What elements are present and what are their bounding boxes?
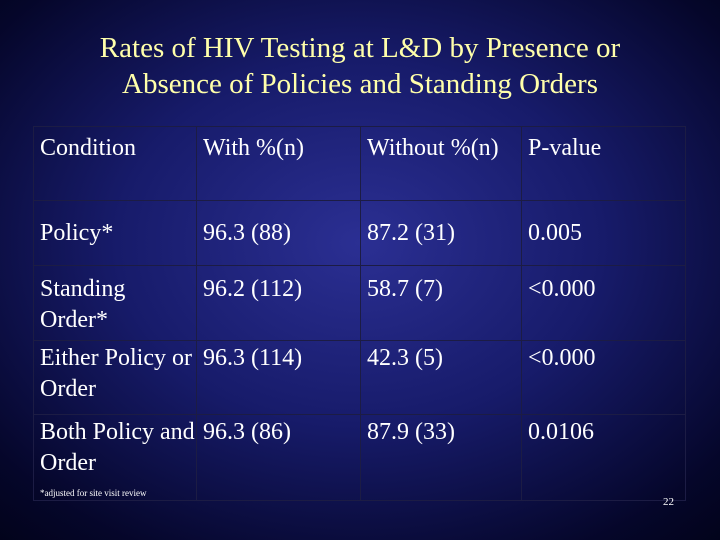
header-pvalue: P-value xyxy=(521,126,686,201)
header-without: Without %(n) xyxy=(360,126,522,201)
table-row: Policy* 96.3 (88) 87.2 (31) 0.005 xyxy=(33,200,686,266)
cell-without: 87.9 (33) xyxy=(360,414,522,501)
cell-condition: Either Policy or Order xyxy=(33,340,197,415)
table-row: Standing Order* 96.2 (112) 58.7 (7) <0.0… xyxy=(33,265,686,341)
cell-without: 58.7 (7) xyxy=(360,265,522,341)
results-table: Condition With %(n) Without %(n) P-value… xyxy=(33,126,686,501)
cell-pvalue: 0.0106 xyxy=(521,414,686,501)
table-row: Both Policy and Order 96.3 (86) 87.9 (33… xyxy=(33,414,686,501)
cell-pvalue: <0.000 xyxy=(521,265,686,341)
table-row: Either Policy or Order 96.3 (114) 42.3 (… xyxy=(33,340,686,415)
cell-without: 42.3 (5) xyxy=(360,340,522,415)
table-header-row: Condition With %(n) Without %(n) P-value xyxy=(33,126,686,201)
cell-condition: Standing Order* xyxy=(33,265,197,341)
page-number: 22 xyxy=(663,496,674,508)
header-condition: Condition xyxy=(33,126,197,201)
cell-pvalue: 0.005 xyxy=(521,200,686,266)
slide-title-line-2: Absence of Policies and Standing Orders xyxy=(122,68,598,100)
cell-without: 87.2 (31) xyxy=(360,200,522,266)
cell-with: 96.3 (114) xyxy=(196,340,361,415)
cell-pvalue: <0.000 xyxy=(521,340,686,415)
slide-title-line-1: Rates of HIV Testing at L&D by Presence … xyxy=(99,32,621,64)
footnote: *adjusted for site visit review xyxy=(40,488,147,498)
header-with: With %(n) xyxy=(196,126,361,201)
cell-with: 96.3 (86) xyxy=(196,414,361,501)
cell-condition: Both Policy and Order xyxy=(33,414,197,501)
cell-with: 96.3 (88) xyxy=(196,200,361,266)
cell-condition: Policy* xyxy=(33,200,197,266)
cell-with: 96.2 (112) xyxy=(196,265,361,341)
slide-title: Rates of HIV Testing at L&D by Presence … xyxy=(0,30,720,102)
